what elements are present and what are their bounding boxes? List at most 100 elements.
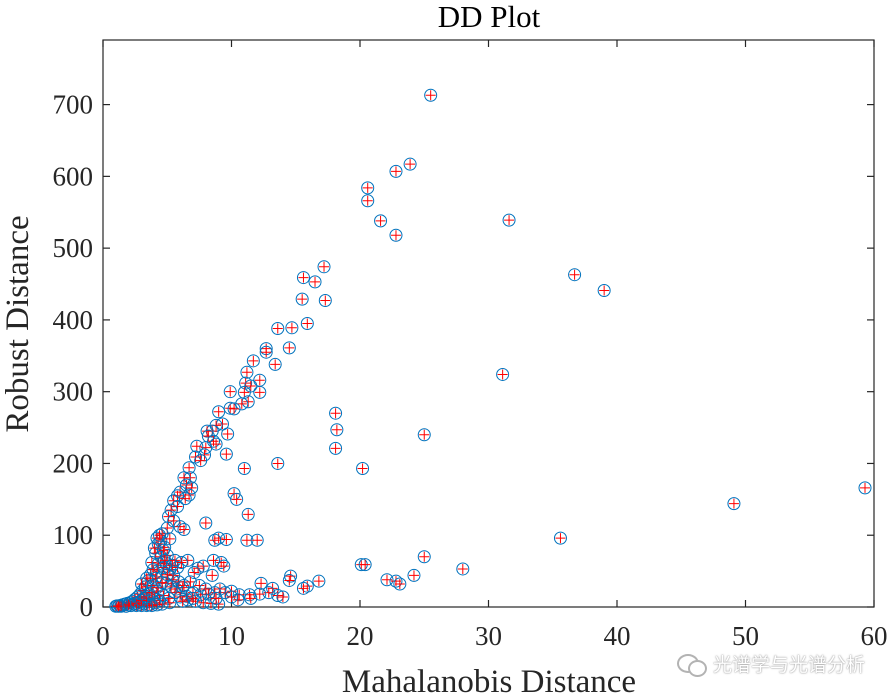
point-plus	[158, 545, 169, 556]
point-plus	[284, 575, 295, 586]
point-circle	[424, 88, 438, 102]
point-circle	[271, 589, 285, 603]
x-tick-label: 50	[732, 621, 759, 651]
point-plus	[191, 441, 202, 452]
point-plus	[284, 342, 295, 353]
data-point	[241, 395, 255, 409]
point-circle	[727, 497, 741, 511]
y-tick-label: 300	[53, 377, 94, 407]
point-circle	[276, 590, 290, 604]
point-circle	[250, 533, 264, 547]
point-plus	[146, 587, 157, 598]
point-plus	[272, 323, 283, 334]
x-axis-title: Mahalanobis Distance	[342, 664, 636, 697]
point-plus	[298, 272, 309, 283]
point-circle	[219, 447, 233, 461]
data-point	[271, 456, 285, 470]
point-circle	[356, 461, 370, 475]
point-circle	[111, 599, 125, 613]
data-point	[225, 590, 238, 604]
point-plus	[157, 577, 168, 588]
data-point	[219, 533, 233, 547]
data-point	[597, 283, 611, 297]
point-plus	[236, 398, 247, 409]
data-point	[207, 434, 221, 448]
point-circle	[241, 507, 255, 521]
point-circle	[182, 461, 196, 475]
point-plus	[297, 294, 308, 305]
point-circle	[374, 214, 388, 228]
point-plus	[330, 408, 341, 419]
point-plus	[198, 597, 209, 608]
point-plus	[166, 505, 177, 516]
point-circle	[199, 516, 213, 530]
point-circle	[496, 367, 510, 381]
point-circle	[173, 485, 187, 499]
wechat-icon	[676, 652, 707, 677]
y-tick-label: 0	[80, 592, 94, 622]
point-plus	[226, 591, 237, 602]
point-circle	[232, 588, 246, 602]
point-plus	[497, 369, 508, 380]
point-plus	[203, 431, 214, 442]
data-point	[424, 88, 438, 102]
data-point	[183, 575, 197, 589]
data-point	[237, 461, 251, 475]
point-plus	[331, 424, 342, 435]
point-circle	[163, 532, 177, 546]
point-plus	[277, 591, 288, 602]
point-plus	[200, 584, 211, 595]
point-circle	[317, 260, 331, 274]
data-point	[182, 461, 196, 475]
point-plus	[221, 449, 232, 460]
y-tick-label: 600	[53, 161, 94, 191]
data-point	[140, 590, 154, 604]
data-point	[858, 481, 872, 495]
point-plus	[239, 463, 250, 474]
data-point	[502, 213, 516, 227]
point-circle	[156, 543, 170, 557]
point-circle	[417, 550, 431, 564]
point-plus	[569, 269, 580, 280]
point-circle	[237, 461, 251, 475]
point-circle	[181, 593, 195, 607]
point-circle	[207, 553, 221, 567]
point-plus	[221, 534, 232, 545]
data-point	[276, 590, 290, 604]
point-plus	[211, 593, 222, 604]
data-point	[282, 573, 296, 587]
data-point	[227, 402, 241, 416]
point-circle	[253, 587, 267, 601]
data-point	[189, 594, 203, 608]
data-point	[259, 345, 273, 359]
data-point	[295, 292, 309, 306]
point-circle	[189, 594, 203, 608]
data-point	[164, 503, 178, 517]
point-circle	[177, 522, 191, 536]
point-circle	[271, 456, 285, 470]
point-plus	[425, 90, 436, 101]
point-circle	[318, 294, 332, 308]
x-tick-label: 0	[96, 621, 110, 651]
data-point	[230, 492, 244, 506]
point-circle	[329, 406, 343, 420]
y-tick-label: 400	[53, 305, 94, 335]
point-circle	[208, 533, 222, 547]
data-point	[209, 591, 223, 605]
data-point	[199, 516, 213, 530]
data-point	[300, 317, 314, 330]
point-plus	[207, 570, 218, 581]
point-plus	[860, 482, 871, 493]
point-circle	[230, 492, 244, 506]
point-plus	[213, 533, 224, 544]
point-circle	[209, 591, 223, 605]
point-plus	[270, 359, 281, 370]
point-plus	[256, 578, 267, 589]
point-circle	[221, 427, 235, 441]
point-circle	[329, 441, 343, 455]
data-point	[361, 194, 375, 208]
point-plus	[150, 548, 161, 559]
point-plus	[310, 276, 321, 287]
point-plus	[248, 355, 259, 366]
point-circle	[330, 423, 344, 437]
